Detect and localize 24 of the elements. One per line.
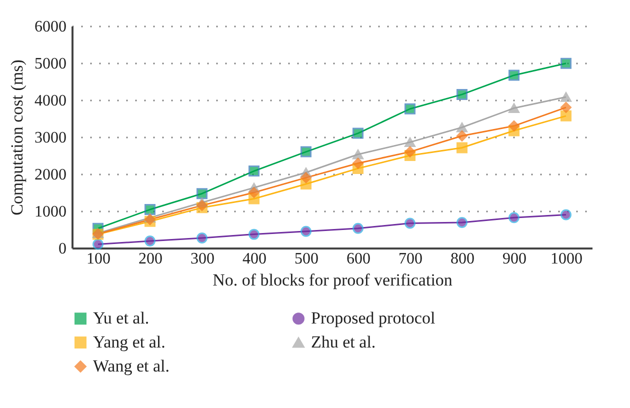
x-tick-label: 700 <box>398 250 422 268</box>
x-tick-label: 400 <box>242 250 266 268</box>
y-axis-title: Computation cost (ms) <box>8 60 26 216</box>
y-tick-label: 5000 <box>34 56 66 72</box>
x-tick-label: 100 <box>86 250 110 268</box>
y-tick-label: 6000 <box>34 18 66 36</box>
legend-label: Proposed protocol <box>311 308 436 328</box>
x-axis-title: No. of blocks for proof verification <box>212 270 453 290</box>
y-tick-label: 4000 <box>34 92 66 110</box>
x-tick-label: 500 <box>294 250 318 268</box>
x-tick-label: 1000 <box>550 250 582 268</box>
y-tick-label: 0 <box>58 240 66 258</box>
x-tick-label: 900 <box>502 250 526 268</box>
legend-label: Wang et al. <box>93 356 170 376</box>
y-tick-label: 2000 <box>34 166 66 184</box>
x-tick-label: 300 <box>190 250 214 268</box>
legend-label: Yu et al. <box>93 308 150 328</box>
x-tick-label: 800 <box>450 250 474 268</box>
y-tick-label: 3000 <box>34 130 66 146</box>
x-tick-label: 200 <box>138 250 162 268</box>
legend-label: Zhu et al. <box>311 332 376 352</box>
legend-label: Yang et al. <box>93 332 166 352</box>
x-tick-label: 600 <box>346 250 370 268</box>
y-tick-label: 1000 <box>34 204 66 220</box>
